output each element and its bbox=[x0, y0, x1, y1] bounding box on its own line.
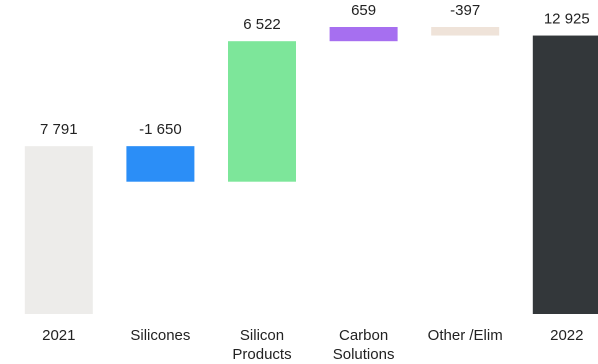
value-label: 6 522 bbox=[243, 16, 281, 33]
value-label: 7 791 bbox=[40, 121, 78, 138]
value-label: 659 bbox=[351, 2, 376, 19]
category-label: 2021 bbox=[42, 327, 76, 344]
category-label: Silicon Products bbox=[232, 327, 292, 363]
bar bbox=[532, 35, 598, 314]
category-label: Carbon Solutions bbox=[332, 327, 395, 363]
category-label: Other /Elim bbox=[427, 327, 503, 344]
bar bbox=[228, 41, 296, 182]
bar bbox=[126, 146, 195, 182]
category-label: 2022 bbox=[550, 327, 584, 344]
value-label: -1 650 bbox=[139, 121, 182, 138]
category-label: Silicones bbox=[130, 327, 191, 344]
bar bbox=[431, 27, 500, 36]
value-label: -397 bbox=[450, 2, 480, 19]
value-label: 12 925 bbox=[544, 11, 590, 28]
bar bbox=[24, 146, 93, 314]
bar bbox=[329, 27, 398, 42]
